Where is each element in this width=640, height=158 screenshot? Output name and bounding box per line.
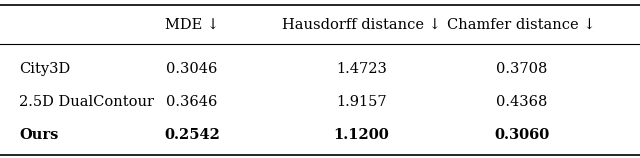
Text: Ours: Ours: [19, 128, 59, 142]
Text: 1.1200: 1.1200: [333, 128, 390, 142]
Text: MDE ↓: MDE ↓: [165, 18, 219, 31]
Text: Hausdorff distance ↓: Hausdorff distance ↓: [282, 18, 441, 31]
Text: 0.3646: 0.3646: [166, 95, 218, 109]
Text: Chamfer distance ↓: Chamfer distance ↓: [447, 18, 596, 31]
Text: 0.4368: 0.4368: [496, 95, 547, 109]
Text: 0.3060: 0.3060: [494, 128, 549, 142]
Text: 2.5D DualContour: 2.5D DualContour: [19, 95, 154, 109]
Text: 0.3046: 0.3046: [166, 62, 218, 76]
Text: 1.4723: 1.4723: [336, 62, 387, 76]
Text: 0.2542: 0.2542: [164, 128, 220, 142]
Text: 0.3708: 0.3708: [496, 62, 547, 76]
Text: City3D: City3D: [19, 62, 70, 76]
Text: 1.9157: 1.9157: [336, 95, 387, 109]
